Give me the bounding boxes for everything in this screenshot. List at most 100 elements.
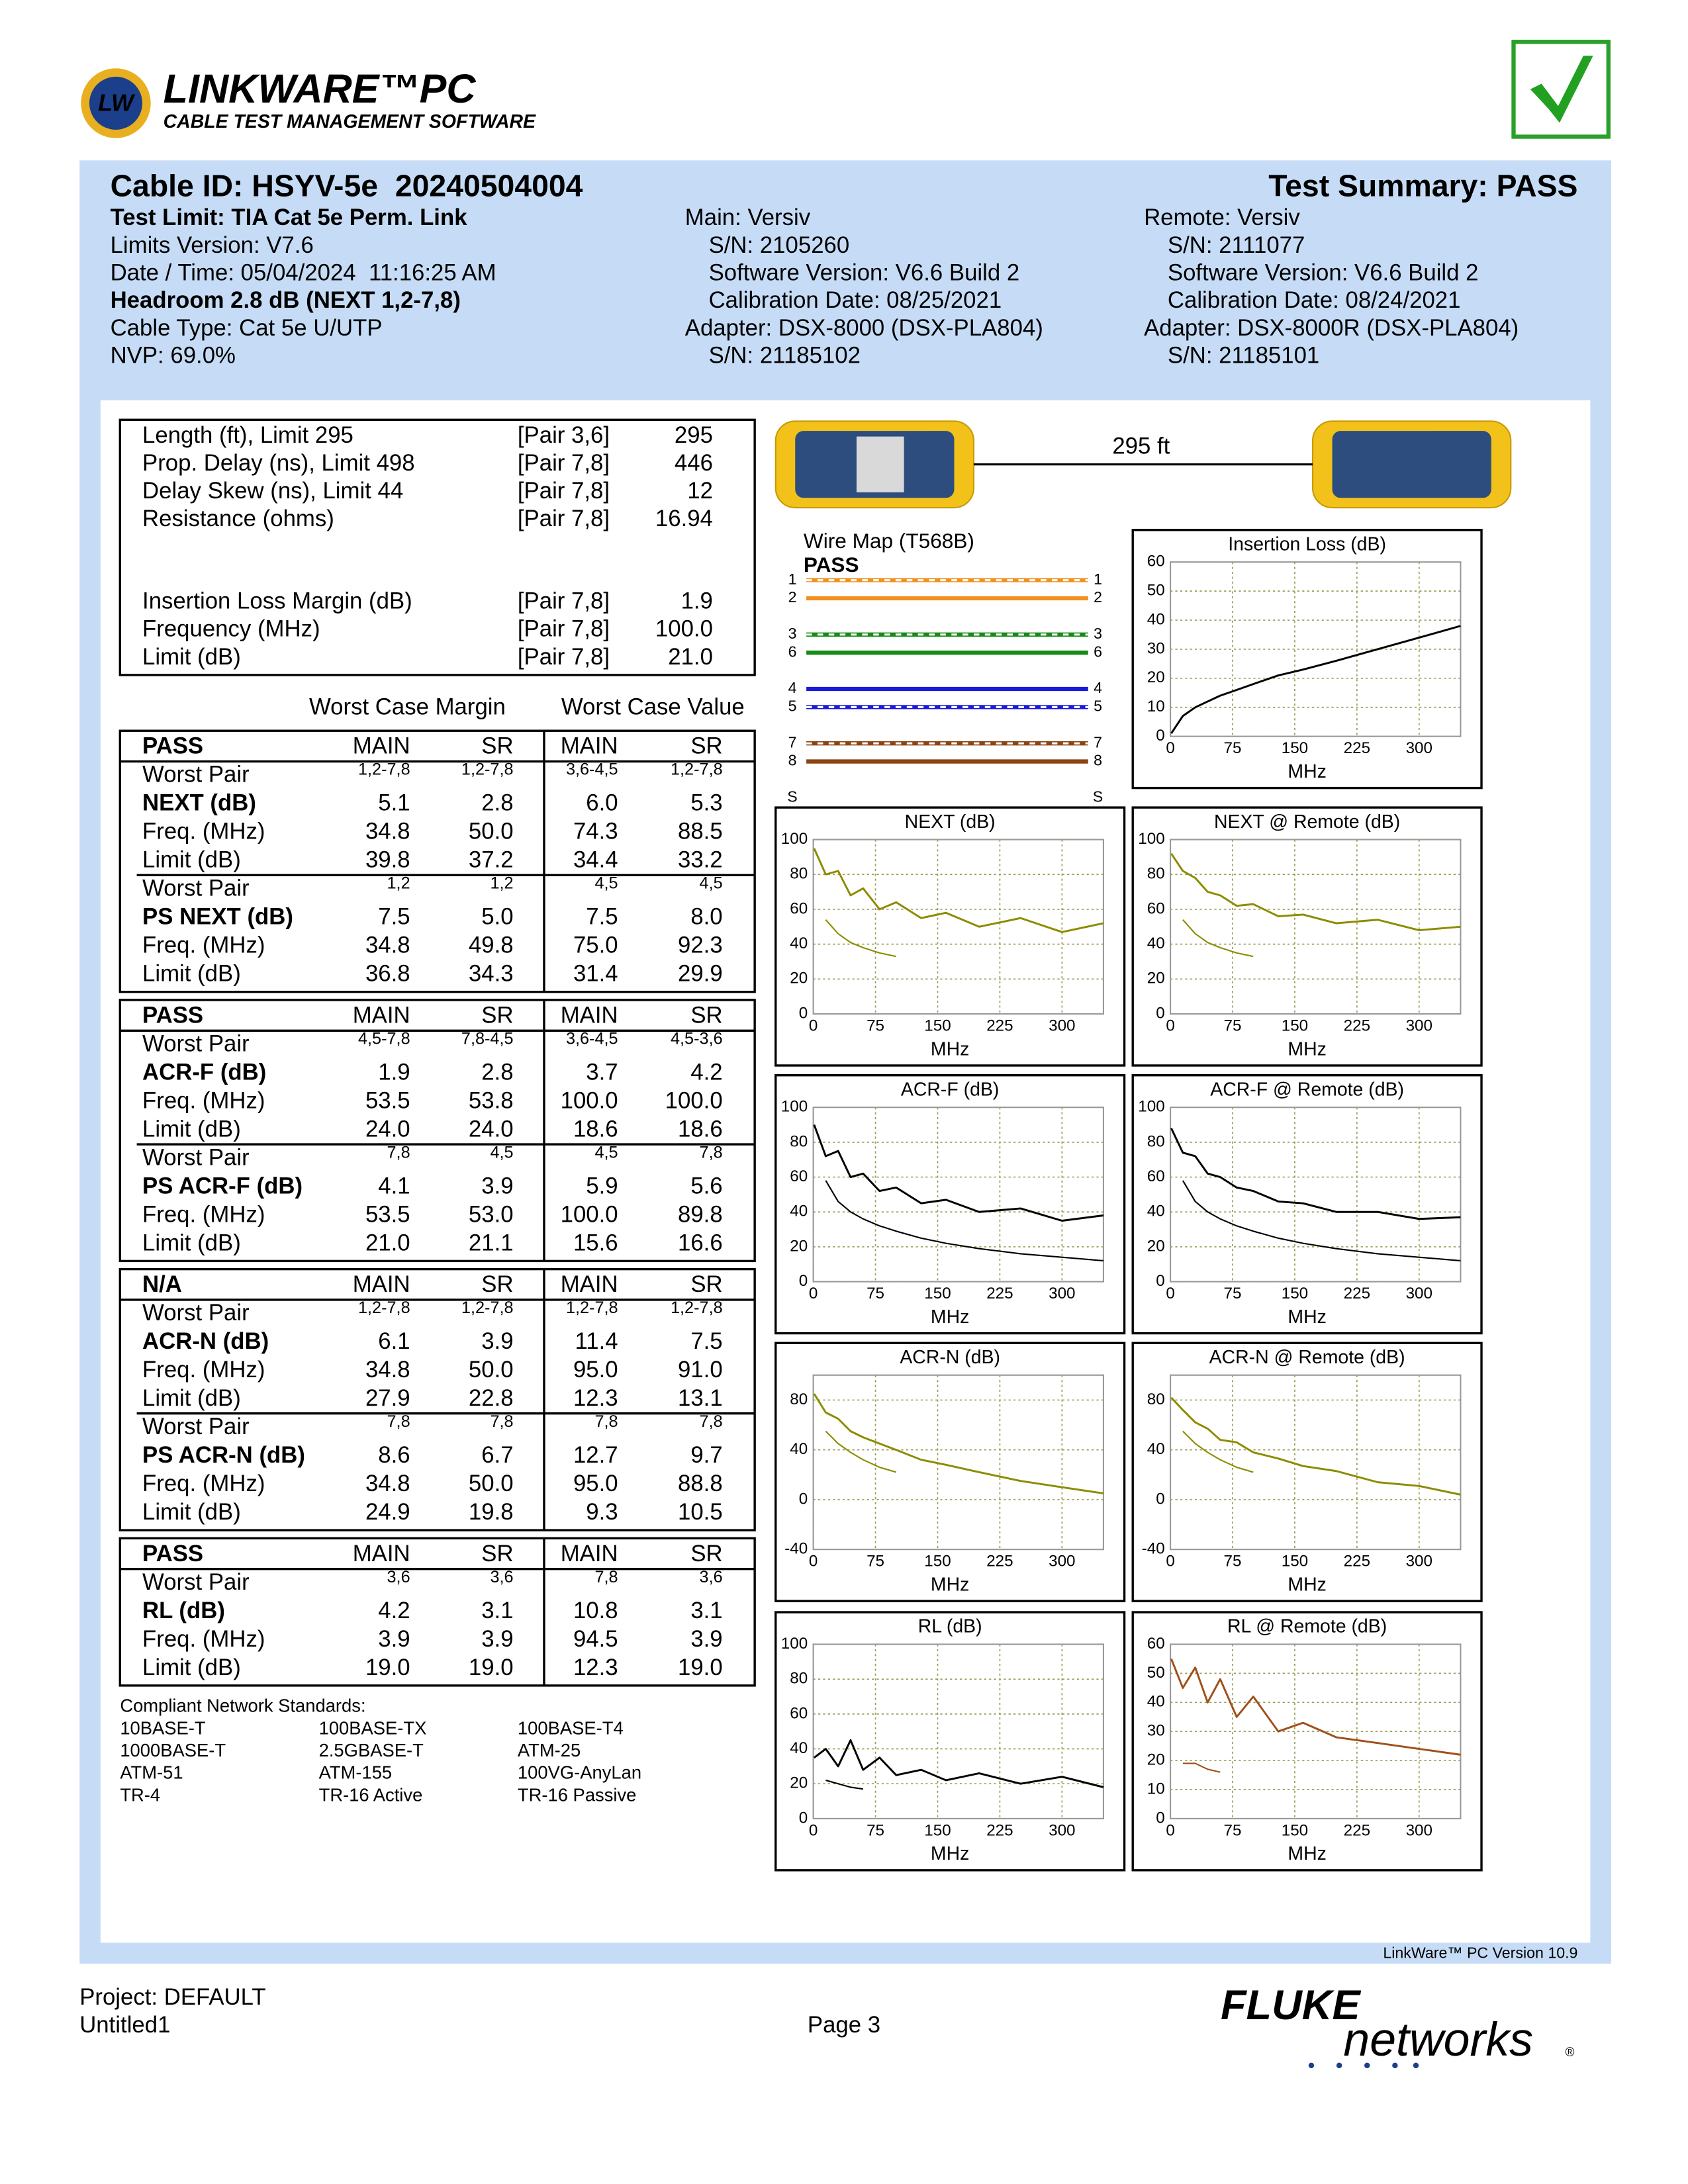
summary-label: Prop. Delay (ns), Limit 498 [142,451,415,476]
worst-pair-value: 3,6 [700,1568,723,1586]
graph-title: NEXT @ Remote (dB) [1214,811,1400,833]
table-value: 12.3 [573,1386,618,1411]
wiremap-title: Wire Map (T568B) [804,529,974,553]
standard-item: 100BASE-T4 [518,1717,624,1738]
x-tick-label: 0 [1166,1285,1174,1302]
table-column-header: MAIN [353,1272,410,1297]
wire-pin-left: 1 [788,570,797,588]
worst-pair-label: Worst Pair [142,1570,250,1595]
table-row-label: NEXT (dB) [142,791,256,816]
table-box [118,1537,756,1687]
wire-pin-left: 4 [788,679,797,696]
y-tick-label: 80 [790,1670,808,1688]
table-column-header: MAIN [353,734,410,759]
header-left-line: Limits Version: V7.6 [111,233,314,258]
y-tick-label: 80 [790,1132,808,1150]
graph-trace [825,1779,864,1790]
x-tick-label: 300 [1406,1821,1432,1839]
table-column-header: SR [690,734,722,759]
worst-pair-value: 7,8 [700,1143,723,1161]
worst-pair-value: 1,2-7,8 [461,1298,514,1317]
brand-mark: ® [1565,2046,1574,2060]
x-tick-label: 0 [1166,1017,1174,1034]
y-tick-label: 0 [799,1809,808,1827]
x-tick-label: 75 [867,1821,884,1839]
table-value: 3.9 [481,1329,513,1354]
header-main-line: Main: Versiv [685,205,811,230]
table-column-header: MAIN [561,1003,618,1028]
table-value: 9.3 [586,1500,618,1525]
table-column-header: MAIN [353,1541,410,1567]
summary-value: 16.94 [655,506,713,531]
y-tick-label: 0 [1156,1490,1164,1508]
graph-x-label: MHz [1288,1306,1326,1328]
table-value: 75.0 [573,933,618,958]
y-tick-label: 60 [790,899,808,917]
table-row-label: Freq. (MHz) [142,1088,265,1113]
x-tick-label: 75 [1224,1017,1242,1034]
table-value: 37.2 [469,848,514,873]
header-left-line: Headroom 2.8 dB (NEXT 1,2-7,8) [111,288,461,313]
summary-value: 446 [675,451,713,476]
worst-pair-label: Worst Pair [142,1031,250,1056]
table-column-header: MAIN [353,1003,410,1028]
wire-pin-right: 3 [1094,625,1102,642]
summary-value: 12 [687,478,713,504]
graph-title: RL @ Remote (dB) [1227,1616,1387,1637]
summary-pair: [Pair 7,8] [518,506,610,531]
table-value: 3.9 [481,1627,513,1652]
wire-pin-right: 2 [1094,588,1102,606]
table-value: 19.0 [365,1655,410,1680]
table-value: 50.0 [469,819,514,844]
table-column-header: SR [481,1541,513,1567]
table-value: 18.6 [573,1116,618,1142]
graph-title: NEXT (dB) [905,811,996,833]
wire-pin-right: 7 [1094,733,1102,751]
worst-pair-value: 3,6-4,5 [566,1029,618,1048]
table-value: 29.9 [678,962,723,987]
worst-pair-value: 7,8-4,5 [461,1029,514,1048]
table-value: 7.5 [586,905,618,930]
table-value: 94.5 [573,1627,618,1652]
x-tick-label: 150 [1282,1017,1308,1034]
y-tick-label: 60 [790,1167,808,1185]
x-tick-label: 75 [867,1017,884,1034]
plot-border [1170,1374,1462,1551]
x-tick-label: 0 [809,1017,818,1034]
table-value: 7.5 [378,905,410,930]
table-value: 6.7 [481,1443,513,1468]
worst-pair-value: 7,8 [700,1412,723,1431]
graph-x-label: MHz [1288,761,1326,782]
test-summary: Test Summary: PASS [1268,169,1577,203]
plot-border [1170,561,1462,737]
y-tick-label: 20 [790,1237,808,1255]
summary-label: Frequency (MHz) [142,617,320,642]
wire-pin-left: 2 [788,588,797,606]
y-tick-label: 20 [790,1774,808,1792]
graph-x-label: MHz [931,1574,969,1595]
worst-pair-value: 3,6-4,5 [566,760,618,779]
wire-pin-left: 5 [788,698,797,715]
wire-pin-left: 3 [788,625,797,642]
table-value: 27.9 [365,1386,410,1411]
table-value: 6.1 [378,1329,410,1354]
table-value: 31.4 [573,962,618,987]
x-tick-label: 75 [867,1553,884,1570]
standard-item: 1000BASE-T [120,1740,226,1760]
graph-trace [1170,1128,1461,1220]
table-value: 34.4 [573,848,618,873]
table-column-header: MAIN [561,734,618,759]
table-row-label: ACR-F (dB) [142,1060,266,1085]
worst-pair-value: 4,5 [594,1143,618,1161]
software-version: LinkWare™ PC Version 10.9 [1383,1944,1577,1961]
table-value: 1.9 [378,1060,410,1085]
wire-pin-right: 6 [1094,643,1102,660]
plot-border [1170,1643,1462,1819]
wire-pin-left: 7 [788,733,797,751]
table-value: 12.3 [573,1655,618,1680]
table-value: 3.9 [690,1627,722,1652]
summary-pair: [Pair 7,8] [518,478,610,504]
margin-heading: Worst Case Margin [309,695,506,720]
worst-pair-label: Worst Pair [142,876,250,901]
graph-trace [1182,1762,1221,1773]
